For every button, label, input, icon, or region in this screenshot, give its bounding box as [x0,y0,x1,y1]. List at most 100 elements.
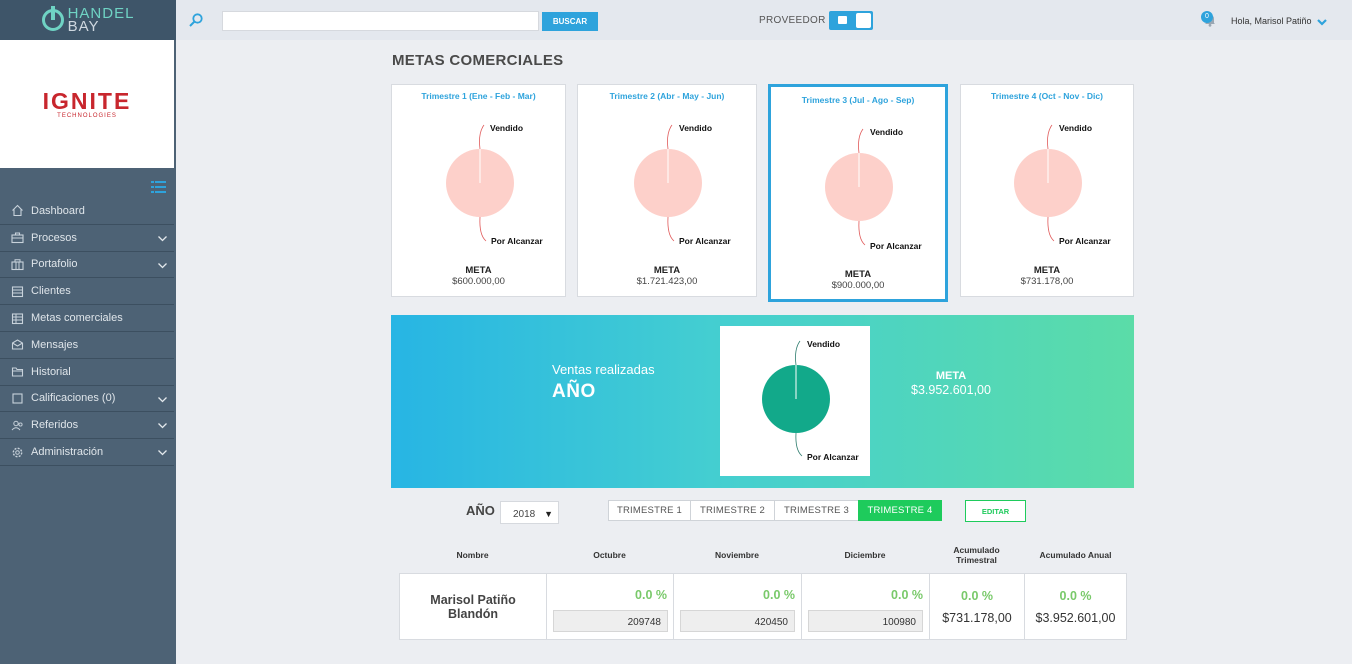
vendido-leader-line [858,128,864,154]
sidebar-item-label: Administración [31,446,104,459]
search-button[interactable]: BUSCAR [542,12,598,31]
sidebar-item-metas-comerciales[interactable]: Metas comerciales [0,305,174,332]
search-input[interactable] [222,11,539,31]
logo-line2: BAY [67,18,100,35]
sidebar-item-label: Clientes [31,285,71,298]
vendido-leader-line [479,124,485,150]
quarter-title: Trimestre 4 (Oct - Nov - Dic) [991,91,1103,101]
column-header-octubre: Octubre [593,550,626,560]
vendido-label: Vendido [490,123,523,133]
quarter-card-3[interactable]: Trimestre 3 (Jul - Ago - Sep) Vendido Po… [768,84,948,302]
percent-value: 0.0 % [763,588,795,602]
por-alcanzar-label: Por Alcanzar [870,241,922,251]
vendido-label: Vendido [1059,123,1092,133]
accumulated-value: $731.178,00 [942,611,1012,625]
sidebar-menu: Dashboard Procesos Portafolio Clientes M… [0,198,174,466]
tab-trimestre-1[interactable]: TRIMESTRE 1 [608,500,691,521]
company-subtitle: TECHNOLOGIES [57,112,117,119]
por-alcanzar-leader-line [479,216,487,242]
quarter-card-1[interactable]: Trimestre 1 (Ene - Feb - Mar) Vendido Po… [391,84,566,297]
noviembre-input[interactable]: 420450 [680,610,795,632]
column-header-nombre: Nombre [456,550,489,560]
por-alcanzar-leader-line [858,220,866,246]
cell-acumulado-anual: 0.0 % $3.952.601,00 [1025,574,1126,639]
por-alcanzar-label: Por Alcanzar [807,452,859,462]
percent-value: 0.0 % [891,588,923,602]
quarter-title: Trimestre 1 (Ene - Feb - Mar) [421,91,536,101]
vendido-label: Vendido [870,127,903,137]
chevron-down-icon[interactable] [157,394,168,405]
vendido-leader-line [1047,124,1053,150]
vendido-label: Vendido [807,339,840,349]
checkbox-icon [12,393,23,404]
sidebar-item-administracion[interactable]: Administración [0,439,174,466]
sidebar-item-referidos[interactable]: Referidos [0,412,174,440]
chevron-down-icon[interactable] [1316,16,1328,28]
quarter-card-2[interactable]: Trimestre 2 (Abr - May - Jun) Vendido Po… [577,84,757,297]
por-alcanzar-leader-line [795,432,803,457]
provider-label: PROVEEDOR [759,15,826,26]
chevron-down-icon[interactable] [157,447,168,458]
sidebar: IGNITE TECHNOLOGIES Dashboard Procesos P… [0,40,176,664]
logo-mark-icon [41,6,64,31]
quarter-title: Trimestre 2 (Abr - May - Jun) [609,91,725,101]
sidebar-item-label: Metas comerciales [31,312,123,325]
cell-nombre: Marisol Patiño Blandón [400,574,547,639]
accumulated-value: $3.952.601,00 [1035,611,1116,625]
vendido-leader-line [795,340,801,366]
caret-down-icon: ▼ [544,509,553,519]
sidebar-item-portafolio[interactable]: Portafolio [0,252,174,279]
octubre-input[interactable]: 209748 [553,610,668,632]
meta-label: META [653,265,681,276]
sidebar-item-label: Historial [31,365,71,378]
search-icon[interactable] [188,12,204,28]
chevron-down-icon[interactable] [157,420,168,431]
sidebar-item-historial[interactable]: Historial [0,359,174,386]
banner-meta-label: META [935,370,967,382]
cell-acumulado-trimestral: 0.0 % $731.178,00 [930,574,1025,639]
tab-trimestre-2[interactable]: TRIMESTRE 2 [690,500,775,521]
user-greeting[interactable]: Hola, Marisol Patiño [1231,16,1312,26]
sidebar-item-label: Procesos [31,231,77,244]
quarter-card-4[interactable]: Trimestre 4 (Oct - Nov - Dic) Vendido Po… [960,84,1134,297]
chevron-down-icon[interactable] [157,260,168,271]
year-chart-box: Vendido Por Alcanzar [720,326,870,476]
briefcase-icon [838,16,847,24]
header-line: Trimestral [956,555,997,565]
por-alcanzar-leader-line [667,216,675,242]
sidebar-item-clientes[interactable]: Clientes [0,278,174,306]
edit-button[interactable]: EDITAR [965,500,1026,522]
sidebar-item-calificaciones[interactable]: Calificaciones (0) [0,386,174,413]
sidebar-item-label: Mensajes [31,338,79,351]
menu-list-icon[interactable] [151,180,166,194]
sidebar-item-procesos[interactable]: Procesos [0,225,174,252]
tab-trimestre-3[interactable]: TRIMESTRE 3 [774,500,859,521]
handel-bay-logo[interactable]: HANDEL BAY [0,0,176,40]
year-pie-chart: Vendido Por Alcanzar [762,339,859,462]
quarter-title: Trimestre 3 (Jul - Ago - Sep) [801,95,915,105]
folder-icon [11,367,24,377]
sidebar-item-mensajes[interactable]: Mensajes [0,332,174,359]
toggle-knob [856,13,871,28]
sidebar-item-label: Referidos [31,419,79,432]
column-header-acumulado-trimestral: Acumulado Trimestral [929,545,1024,565]
meta-value: $600.000,00 [452,276,505,287]
quarter-pie-chart: Vendido Por Alcanzar [446,123,543,246]
quarter-pie-chart: Vendido Por Alcanzar [825,127,922,251]
year-select[interactable]: 2018 ▼ [500,501,559,524]
cell-diciembre: 0.0 % 100980 [802,574,930,639]
tab-trimestre-4[interactable]: TRIMESTRE 4 [858,500,942,521]
portfolio-icon [11,259,24,271]
sidebar-item-label: Portafolio [31,258,78,271]
sidebar-item-dashboard[interactable]: Dashboard [0,198,174,225]
column-header-diciembre: Diciembre [844,550,886,560]
gear-icon [12,447,23,457]
banner-title: AÑO [552,381,596,402]
company-logo: IGNITE TECHNOLOGIES [0,40,174,168]
diciembre-input[interactable]: 100980 [808,610,923,632]
users-icon [11,420,23,431]
provider-toggle[interactable] [829,11,873,30]
year-select-value: 2018 [513,509,536,520]
chevron-down-icon[interactable] [157,233,168,244]
percent-value: 0.0 % [635,588,667,602]
